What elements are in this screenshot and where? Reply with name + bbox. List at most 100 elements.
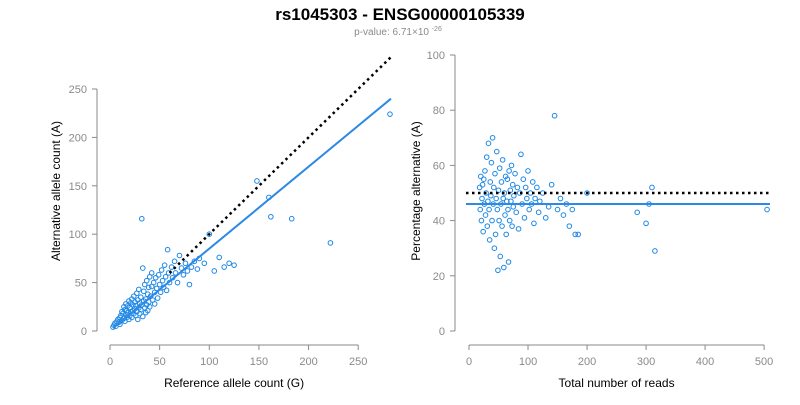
right-data-point bbox=[489, 217, 495, 224]
right-data-point bbox=[584, 190, 590, 196]
left-data-point bbox=[206, 231, 213, 237]
left-y-tick-label: 0 bbox=[81, 326, 87, 338]
left-data-point bbox=[151, 301, 158, 307]
right-data-point bbox=[491, 245, 498, 251]
left-data-point bbox=[155, 272, 162, 278]
left-y-tick-label: 100 bbox=[69, 229, 87, 241]
right-data-point bbox=[486, 237, 493, 243]
right-data-point bbox=[479, 195, 485, 202]
left-data-point bbox=[186, 281, 193, 288]
right-data-point bbox=[486, 206, 492, 213]
left-y-tick-label: 250 bbox=[69, 84, 87, 96]
right-data-point bbox=[527, 190, 534, 196]
left-x-axis-label: Reference allele count (G) bbox=[164, 376, 304, 390]
right-y-axis-label: Percentage alternative (A) bbox=[409, 121, 423, 260]
left-data-point bbox=[152, 274, 159, 281]
right-data-point bbox=[505, 259, 512, 265]
left-fit-line bbox=[112, 97, 392, 329]
left-data-point bbox=[158, 267, 165, 273]
left-y-tick-label: 200 bbox=[69, 132, 87, 144]
left-data-point bbox=[154, 295, 161, 301]
right-data-point bbox=[492, 170, 498, 177]
right-data-point bbox=[548, 181, 555, 188]
right-y-tick-label: 80 bbox=[433, 105, 445, 117]
left-data-point bbox=[153, 285, 160, 292]
left-x-tick-label: 0 bbox=[107, 356, 113, 368]
right-data-point bbox=[764, 206, 770, 213]
right-data-point bbox=[490, 184, 497, 191]
right-data-point bbox=[502, 212, 508, 218]
left-data-point bbox=[171, 258, 178, 265]
right-data-point bbox=[532, 195, 538, 202]
left-data-point bbox=[139, 265, 146, 271]
left-y-axis-label: Alternative allele count (A) bbox=[49, 121, 63, 261]
left-data-point bbox=[145, 284, 152, 291]
right-data-point bbox=[529, 179, 536, 185]
right-data-point bbox=[525, 168, 531, 174]
right-data-point bbox=[492, 231, 499, 238]
right-data-point bbox=[501, 264, 507, 271]
right-data-point bbox=[478, 217, 485, 224]
pvalue-exponent: -26 bbox=[432, 26, 442, 33]
right-data-point bbox=[537, 198, 543, 205]
right-data-point bbox=[545, 204, 552, 210]
left-data-point bbox=[139, 313, 146, 320]
left-data-point bbox=[140, 288, 147, 295]
left-data-point bbox=[221, 264, 227, 270]
pvalue-text: p-value: 6.71×10 -26 bbox=[354, 26, 442, 38]
left-data-point bbox=[387, 111, 393, 117]
right-y-tick-label: 60 bbox=[433, 160, 445, 172]
right-data-point bbox=[480, 176, 487, 182]
right-x-tick-label: 100 bbox=[519, 356, 537, 368]
right-data-point bbox=[482, 168, 488, 174]
left-data-point bbox=[143, 277, 150, 284]
right-data-point bbox=[476, 184, 483, 191]
right-x-tick-label: 400 bbox=[696, 356, 714, 368]
right-data-point bbox=[478, 173, 484, 180]
right-data-point bbox=[485, 140, 492, 147]
right-data-point bbox=[495, 267, 501, 274]
left-y-tick-label: 50 bbox=[75, 278, 87, 290]
right-data-point bbox=[652, 248, 658, 254]
left-data-point bbox=[162, 273, 169, 280]
left-data-point bbox=[176, 252, 183, 259]
right-data-point bbox=[531, 220, 537, 227]
right-data-point bbox=[489, 135, 496, 141]
right-data-point bbox=[649, 184, 655, 191]
left-data-point bbox=[201, 260, 208, 267]
right-data-point bbox=[551, 112, 558, 119]
left-data-point bbox=[137, 294, 144, 300]
left-data-point bbox=[194, 266, 201, 272]
right-data-point bbox=[496, 217, 502, 224]
right-data-point bbox=[498, 179, 505, 185]
right-data-point bbox=[522, 184, 529, 191]
left-x-tick-label: 100 bbox=[200, 356, 218, 368]
right-data-point bbox=[485, 198, 491, 205]
right-data-point bbox=[554, 206, 561, 213]
right-x-tick-label: 0 bbox=[466, 356, 472, 368]
right-y-tick-label: 100 bbox=[427, 50, 445, 62]
right-data-point bbox=[513, 209, 520, 216]
left-data-point bbox=[191, 258, 198, 265]
right-data-point bbox=[505, 206, 511, 213]
right-data-point bbox=[482, 212, 489, 218]
allele-count-scatter-panel: 0 50 100 150 200 250 0 50 100 150 200 250 Reference … bbox=[49, 56, 393, 390]
left-data-point bbox=[226, 260, 232, 267]
right-y-tick-label: 20 bbox=[433, 271, 445, 283]
right-data-point bbox=[521, 215, 528, 221]
left-x-tick-label: 50 bbox=[154, 356, 166, 368]
right-data-point bbox=[506, 217, 513, 224]
right-data-point bbox=[503, 231, 509, 238]
left-data-point bbox=[136, 310, 143, 317]
right-x-tick-label: 500 bbox=[755, 356, 773, 368]
right-data-point bbox=[493, 195, 499, 202]
right-data-point bbox=[557, 195, 564, 202]
left-data-point bbox=[216, 254, 223, 261]
right-data-point bbox=[524, 195, 530, 202]
right-data-point bbox=[509, 181, 516, 188]
left-data-point bbox=[231, 262, 237, 268]
right-data-point bbox=[575, 231, 581, 238]
left-data-point bbox=[163, 287, 170, 294]
left-data-point bbox=[327, 240, 334, 246]
right-data-point bbox=[500, 195, 507, 202]
